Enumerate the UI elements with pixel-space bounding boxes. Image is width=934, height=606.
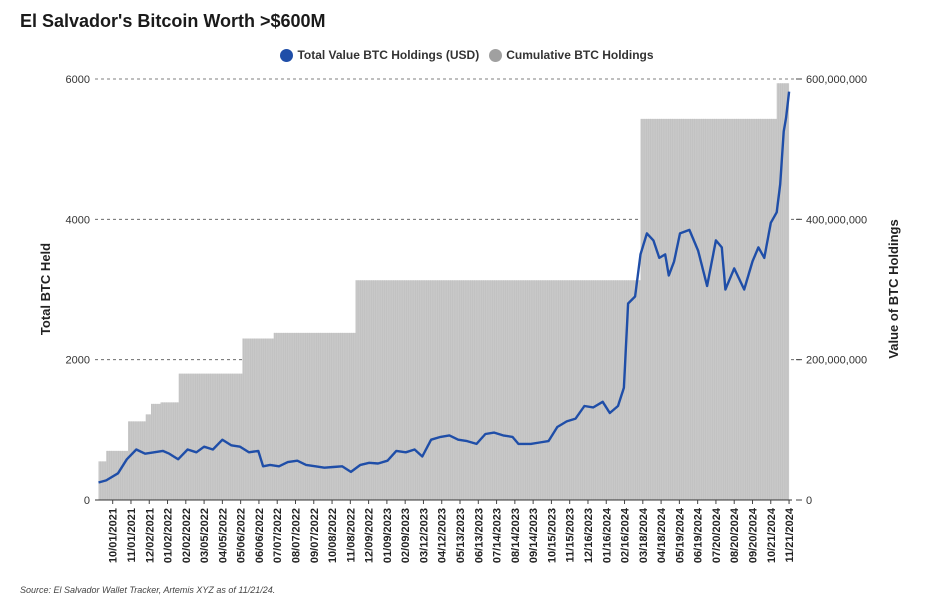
x-tick-label: 10/08/2022: [327, 508, 339, 563]
x-tick-label: 12/16/2023: [583, 508, 595, 563]
y-right-tick-label: 400,000,000: [806, 214, 867, 226]
x-tick-label: 09/14/2023: [528, 508, 540, 563]
x-tick-label: 08/07/2022: [291, 508, 303, 563]
x-tick-label: 06/13/2023: [473, 508, 485, 563]
x-tick-label: 03/12/2023: [419, 508, 431, 563]
y-left-tick-label: 2000: [66, 355, 90, 367]
y-right-tick-label: 200,000,000: [806, 355, 867, 367]
y-right-tick-label: 600,000,000: [806, 74, 867, 86]
y-left-tick-label: 4000: [66, 214, 90, 226]
y-right-axis-title: Value of BTC Holdings: [886, 219, 901, 358]
x-tick-label: 08/14/2023: [510, 508, 522, 563]
x-tick-label: 12/02/2021: [144, 508, 156, 563]
x-tick-label: 05/19/2024: [674, 507, 686, 563]
usd-value-line: [98, 91, 791, 484]
legend-item-btc[interactable]: Cumulative BTC Holdings: [489, 48, 654, 62]
axes: 0 0 2000 200,000,000 4000 400,000,000 6000 600,…: [66, 74, 868, 563]
x-tick-label: 04/12/2023: [437, 508, 449, 563]
x-tick-label: 12/09/2022: [364, 508, 376, 563]
x-tick-label: 01/16/2024: [601, 507, 613, 563]
x-tick-label: 05/13/2023: [455, 508, 467, 563]
x-tick-label: 04/05/2022: [217, 508, 229, 563]
x-tick-label: 03/05/2022: [199, 508, 211, 563]
x-tick-label: 11/15/2023: [565, 508, 577, 562]
x-tick-label: 02/16/2024: [620, 507, 632, 563]
chart-title: El Salvador's Bitcoin Worth >$600M: [20, 11, 326, 31]
x-tick-label: 05/06/2022: [236, 508, 248, 563]
x-tick-label: 11/08/2022: [345, 508, 357, 562]
x-tick-label: 09/20/2024: [748, 507, 760, 563]
x-tick-label: 01/09/2023: [382, 508, 394, 563]
y-right-tick-label: 0: [806, 495, 812, 507]
x-tick-label: 03/18/2024: [638, 507, 650, 563]
x-tick-label: 11/01/2021: [126, 508, 138, 562]
x-tick-label: 07/14/2023: [492, 508, 504, 563]
legend: Total Value BTC Holdings (USD) Cumulativ…: [0, 48, 934, 62]
y-left-tick-label: 0: [84, 495, 90, 507]
legend-marker-usd: [280, 48, 294, 62]
x-tick-label: 01/02/2022: [163, 508, 175, 563]
legend-label-btc: Cumulative BTC Holdings: [506, 48, 654, 62]
usd-value-line-path: [98, 91, 791, 484]
x-tick-label: 09/07/2022: [309, 508, 321, 563]
x-tick-label: 06/19/2024: [693, 507, 705, 563]
source-note: Source: El Salvador Wallet Tracker, Arte…: [20, 585, 276, 595]
x-tick-label: 10/21/2024: [766, 507, 778, 563]
x-tick-label: 07/07/2022: [272, 508, 284, 563]
legend-marker-btc: [489, 48, 503, 62]
y-left-tick-label: 6000: [66, 74, 90, 86]
x-tick-label: 06/06/2022: [254, 508, 266, 563]
x-tick-label: 08/20/2024: [729, 507, 741, 563]
x-tick-label: 10/15/2023: [546, 508, 558, 563]
x-tick-label: 02/09/2023: [400, 508, 412, 563]
legend-item-usd[interactable]: Total Value BTC Holdings (USD): [280, 48, 479, 62]
legend-label-usd: Total Value BTC Holdings (USD): [297, 48, 480, 62]
x-tick-label: 07/20/2024: [711, 507, 723, 563]
x-tick-label: 10/01/2021: [108, 508, 120, 563]
x-tick-label: 11/21/2024: [784, 507, 796, 562]
x-tick-label: 04/18/2024: [656, 507, 668, 563]
x-tick-label: 02/02/2022: [181, 508, 193, 563]
y-left-axis-title: Total BTC Held: [38, 243, 53, 335]
